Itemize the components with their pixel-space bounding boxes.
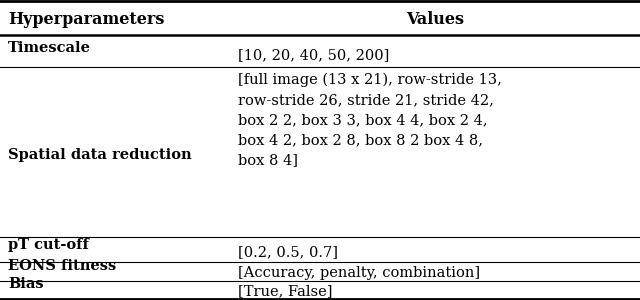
Text: Spatial data reduction: Spatial data reduction — [8, 148, 191, 162]
Text: EONS fitness: EONS fitness — [8, 259, 116, 273]
Text: pT cut-off: pT cut-off — [8, 238, 89, 252]
Text: [10, 20, 40, 50, 200]: [10, 20, 40, 50, 200] — [238, 48, 389, 62]
Text: Values: Values — [406, 11, 464, 28]
Text: [full image (13 x 21), row-stride 13,
row-stride 26, stride 21, stride 42,
box 2: [full image (13 x 21), row-stride 13, ro… — [238, 73, 502, 168]
Text: [Accuracy, penalty, combination]: [Accuracy, penalty, combination] — [238, 266, 480, 280]
Text: Hyperparameters: Hyperparameters — [8, 11, 164, 28]
Text: [True, False]: [True, False] — [238, 284, 333, 298]
Text: [0.2, 0.5, 0.7]: [0.2, 0.5, 0.7] — [238, 245, 338, 259]
Text: Timescale: Timescale — [8, 41, 91, 55]
Text: Bias: Bias — [8, 277, 44, 291]
